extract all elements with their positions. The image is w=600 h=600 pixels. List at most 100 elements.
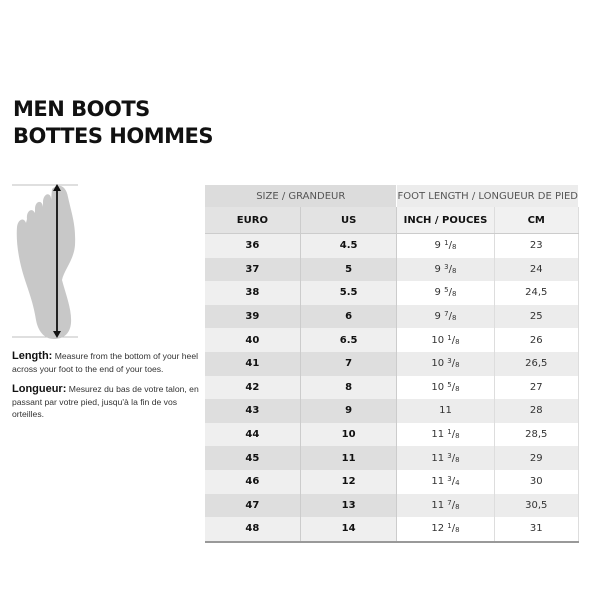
cell-inch: 11 3/8 <box>396 446 495 470</box>
size-chart-table: SIZE / GRANDEUR FOOT LENGTH / LONGUEUR D… <box>205 185 579 543</box>
inch-denominator: 8 <box>455 455 460 464</box>
inch-denominator: 8 <box>455 502 460 511</box>
inch-denominator: 8 <box>455 384 460 393</box>
cell-cm: 31 <box>494 517 579 543</box>
cell-cm: 23 <box>494 233 579 258</box>
cell-cm: 28,5 <box>494 422 579 447</box>
column-header-us: US <box>300 207 398 234</box>
cell-inch: 9 7/8 <box>396 304 495 329</box>
cell-us: 6 <box>300 304 398 329</box>
inch-whole: 11 <box>431 499 445 511</box>
cell-inch: 9 1/8 <box>396 233 495 258</box>
table-row: 45 11 11 3/8 29 <box>205 446 579 470</box>
cell-cm: 25 <box>494 304 579 329</box>
inch-numerator: 5 <box>444 286 449 295</box>
cell-us: 12 <box>300 469 398 494</box>
length-label: Length: <box>12 350 53 362</box>
cell-euro: 36 <box>205 233 301 258</box>
inch-numerator: 7 <box>444 310 449 319</box>
cell-us: 9 <box>300 399 398 423</box>
cell-inch: 11 <box>396 399 495 423</box>
length-instruction-en: Length: Measure from the bottom of your … <box>12 350 202 375</box>
table-row: 42 8 10 5/8 27 <box>205 375 579 400</box>
column-header-inch: INCH / POUCES <box>396 207 495 234</box>
table-row: 47 13 11 7/8 30,5 <box>205 493 579 518</box>
cell-us: 13 <box>300 493 398 518</box>
inch-denominator: 8 <box>451 266 457 275</box>
inch-denominator: 8 <box>451 243 457 252</box>
table-row: 41 7 10 3/8 26,5 <box>205 351 579 376</box>
table-row: 43 9 11 28 <box>205 399 579 423</box>
inch-denominator: 4 <box>455 479 460 488</box>
table-row: 39 6 9 7/8 25 <box>205 304 579 329</box>
inch-whole: 9 <box>434 287 441 299</box>
cell-inch: 9 3/8 <box>396 257 495 282</box>
inch-denominator: 8 <box>455 337 460 346</box>
cell-us: 6.5 <box>300 328 398 352</box>
cell-cm: 30 <box>494 469 579 494</box>
table-row: 40 6.5 10 1/8 26 <box>205 328 579 352</box>
cell-euro: 43 <box>205 399 301 423</box>
cell-cm: 26 <box>494 328 579 352</box>
cell-us: 5.5 <box>300 281 398 305</box>
table-row: 36 4.5 9 1/8 23 <box>205 233 579 258</box>
cell-us: 8 <box>300 375 398 400</box>
column-header-euro: EURO <box>205 207 301 234</box>
inch-denominator: 8 <box>455 361 460 370</box>
inch-numerator: 3 <box>444 262 449 271</box>
cell-cm: 24,5 <box>494 281 579 305</box>
longueur-text: Mesurez du bas de votre talon, en passan… <box>12 384 199 419</box>
foot-measurement-icon <box>12 184 78 339</box>
inch-numerator: 3 <box>447 451 452 460</box>
cell-euro: 46 <box>205 469 301 494</box>
inch-numerator: 3 <box>447 475 452 484</box>
longueur-label: Longueur: <box>12 383 67 395</box>
table-row: 37 5 9 3/8 24 <box>205 257 579 282</box>
table-row: 44 10 11 1/8 28,5 <box>205 422 579 447</box>
cell-us: 5 <box>300 257 398 282</box>
cell-euro: 41 <box>205 351 301 376</box>
cell-cm: 29 <box>494 446 579 470</box>
inch-denominator: 8 <box>451 290 457 299</box>
inch-denominator: 8 <box>455 526 460 535</box>
cell-euro: 48 <box>205 517 301 543</box>
cell-us: 14 <box>300 517 398 543</box>
cell-us: 4.5 <box>300 233 398 258</box>
inch-numerator: 5 <box>447 380 452 389</box>
inch-whole: 11 <box>431 429 445 441</box>
inch-numerator: 1 <box>447 522 452 531</box>
page-title: MEN BOOTS BOTTES HOMMES <box>13 96 213 150</box>
cell-inch: 12 1/8 <box>396 517 495 543</box>
cell-inch: 11 7/8 <box>396 493 495 518</box>
cell-inch: 10 5/8 <box>396 375 495 400</box>
inch-whole: 11 <box>431 476 445 488</box>
table-row: 38 5.5 9 5/8 24,5 <box>205 281 579 305</box>
cell-cm: 27 <box>494 375 579 400</box>
group-header-foot-length: FOOT LENGTH / LONGUEUR DE PIED <box>396 185 579 207</box>
cell-euro: 45 <box>205 446 301 470</box>
inch-numerator: 7 <box>447 498 452 507</box>
cell-cm: 26,5 <box>494 351 579 376</box>
cell-inch: 11 1/8 <box>396 422 495 447</box>
instructions: Length: Measure from the bottom of your … <box>12 350 202 429</box>
cell-inch: 10 1/8 <box>396 328 495 352</box>
cell-euro: 47 <box>205 493 301 518</box>
inch-numerator: 1 <box>447 428 452 437</box>
cell-euro: 44 <box>205 422 301 447</box>
cell-euro: 38 <box>205 281 301 305</box>
inch-whole: 10 <box>431 381 445 393</box>
cell-inch: 9 5/8 <box>396 281 495 305</box>
inch-numerator: 1 <box>444 239 449 248</box>
inch-numerator: 3 <box>447 357 452 366</box>
inch-whole: 11 <box>439 405 452 417</box>
cell-us: 10 <box>300 422 398 447</box>
length-instruction-fr: Longueur: Mesurez du bas de votre talon,… <box>12 383 202 421</box>
cell-euro: 42 <box>205 375 301 400</box>
cell-cm: 24 <box>494 257 579 282</box>
cell-us: 11 <box>300 446 398 470</box>
length-text: Measure from the bottom of your heel acr… <box>12 351 199 374</box>
inch-denominator: 8 <box>451 314 457 323</box>
cell-euro: 40 <box>205 328 301 352</box>
inch-numerator: 1 <box>447 333 452 342</box>
column-header-cm: CM <box>494 207 579 234</box>
